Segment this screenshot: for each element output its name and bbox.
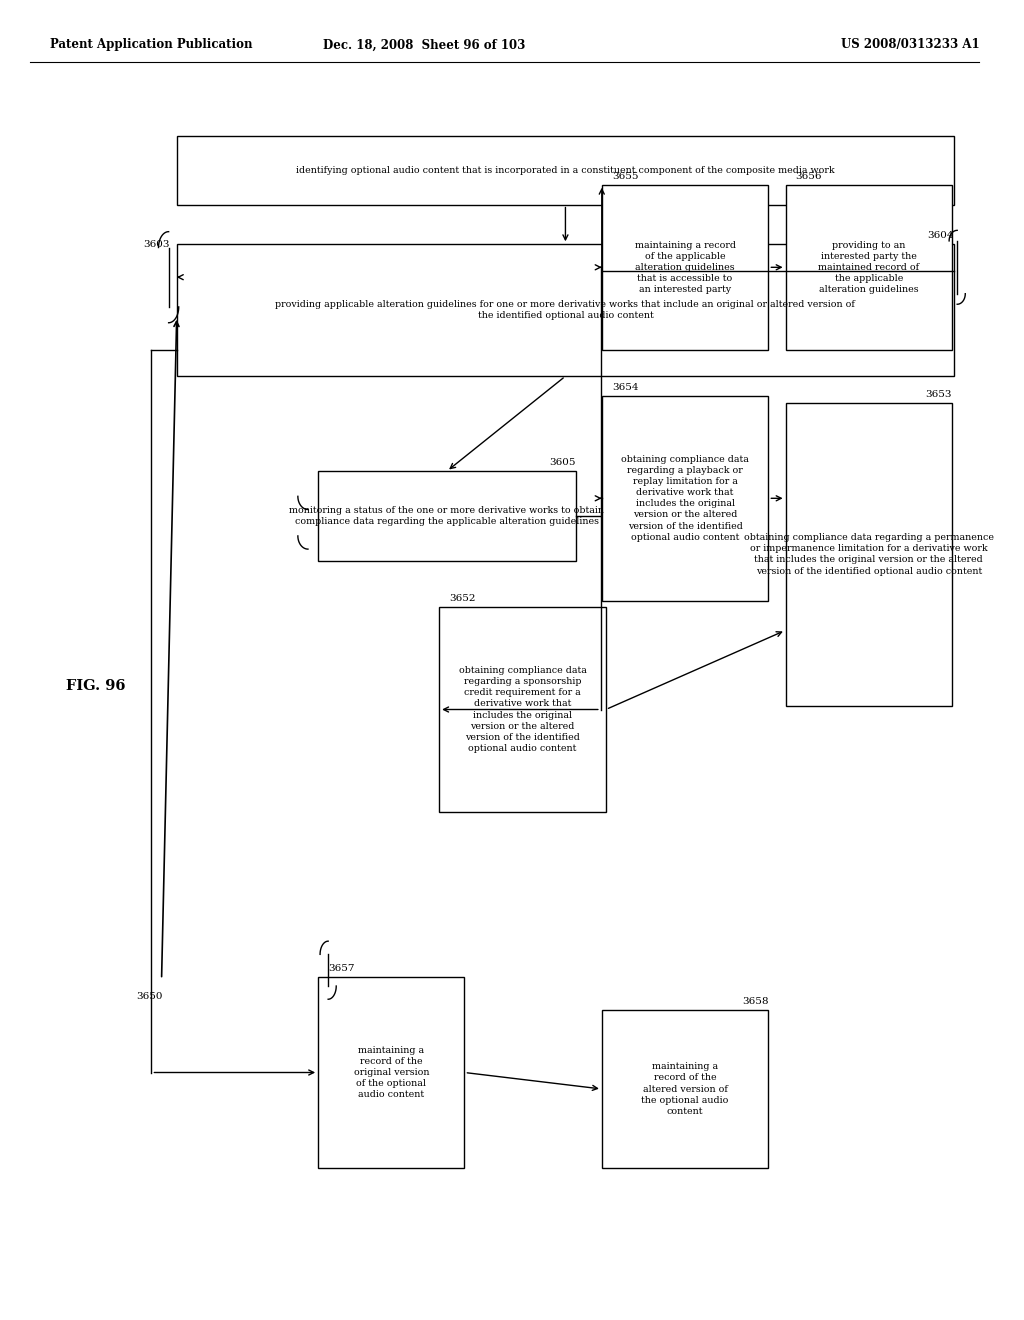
FancyBboxPatch shape (177, 136, 954, 205)
Text: 3603: 3603 (143, 240, 170, 248)
Text: US 2008/0313233 A1: US 2008/0313233 A1 (841, 38, 979, 51)
Text: monitoring a status of the one or more derivative works to obtain
compliance dat: monitoring a status of the one or more d… (290, 506, 604, 527)
Text: providing to an
interested party the
maintained record of
the applicable
alterat: providing to an interested party the mai… (818, 240, 920, 294)
FancyBboxPatch shape (602, 1010, 768, 1168)
FancyBboxPatch shape (177, 244, 954, 376)
Text: maintaining a
record of the
altered version of
the optional audio
content: maintaining a record of the altered vers… (641, 1063, 729, 1115)
FancyBboxPatch shape (602, 185, 768, 350)
Text: 3605: 3605 (549, 458, 575, 467)
Text: 3658: 3658 (741, 997, 768, 1006)
Text: 3657: 3657 (328, 964, 354, 973)
FancyBboxPatch shape (785, 403, 952, 706)
Text: obtaining compliance data regarding a permanence
or impermanence limitation for : obtaining compliance data regarding a pe… (743, 533, 994, 576)
Text: FIG. 96: FIG. 96 (66, 680, 125, 693)
FancyBboxPatch shape (318, 471, 575, 561)
Text: 3650: 3650 (136, 993, 163, 1001)
Text: Dec. 18, 2008  Sheet 96 of 103: Dec. 18, 2008 Sheet 96 of 103 (323, 38, 525, 51)
FancyBboxPatch shape (439, 607, 606, 812)
Text: 3604: 3604 (928, 231, 954, 240)
Text: 3656: 3656 (796, 172, 822, 181)
Text: providing applicable alteration guidelines for one or more derivative works that: providing applicable alteration guidelin… (275, 300, 855, 321)
Text: maintaining a
record of the
original version
of the optional
audio content: maintaining a record of the original ver… (353, 1045, 429, 1100)
Text: 3652: 3652 (450, 594, 476, 603)
Text: obtaining compliance data
regarding a sponsorship
credit requirement for a
deriv: obtaining compliance data regarding a sp… (459, 667, 587, 752)
Text: 3654: 3654 (612, 383, 638, 392)
FancyBboxPatch shape (602, 396, 768, 601)
Text: obtaining compliance data
regarding a playback or
replay limitation for a
deriva: obtaining compliance data regarding a pl… (622, 455, 749, 541)
FancyBboxPatch shape (785, 185, 952, 350)
Text: identifying optional audio content that is incorporated in a constituent compone: identifying optional audio content that … (296, 166, 835, 174)
Text: maintaining a record
of the applicable
alteration guidelines
that is accessible : maintaining a record of the applicable a… (635, 240, 735, 294)
Text: Patent Application Publication: Patent Application Publication (50, 38, 253, 51)
FancyBboxPatch shape (318, 977, 465, 1168)
Text: 3655: 3655 (612, 172, 638, 181)
Text: 3653: 3653 (926, 389, 952, 399)
